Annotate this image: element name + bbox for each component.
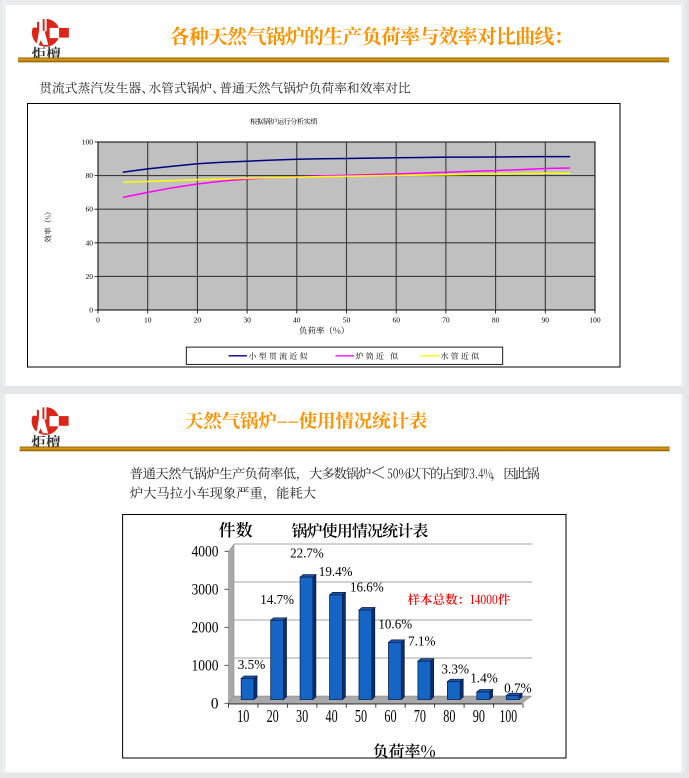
svg-text:0: 0 (96, 315, 100, 324)
svg-text:80: 80 (443, 706, 455, 726)
svg-text:3.3%: 3.3% (441, 663, 469, 678)
svg-text:3.5%: 3.5% (238, 658, 266, 673)
svg-text:50: 50 (355, 706, 367, 726)
svg-text:80: 80 (86, 171, 94, 180)
svg-text:70: 70 (442, 315, 450, 324)
svg-text:1.4%: 1.4% (470, 672, 498, 687)
svg-text:60: 60 (384, 706, 396, 726)
svg-text:100: 100 (499, 706, 517, 726)
svg-text:30: 30 (243, 315, 251, 324)
svg-text:60: 60 (86, 205, 94, 214)
svg-text:10.6%: 10.6% (378, 618, 412, 633)
svg-text:16.6%: 16.6% (350, 580, 384, 595)
svg-text:40: 40 (293, 315, 301, 324)
svg-text:20: 20 (86, 272, 94, 281)
svg-text:100: 100 (589, 315, 601, 324)
svg-text:0: 0 (211, 696, 219, 713)
svg-text:90: 90 (473, 706, 485, 726)
svg-text:7.1%: 7.1% (408, 635, 436, 650)
svg-text:2000: 2000 (192, 620, 219, 637)
svg-text:40: 40 (325, 706, 337, 726)
svg-text:4000: 4000 (192, 544, 219, 561)
svg-text:14.7%: 14.7% (260, 593, 294, 608)
svg-text:20: 20 (194, 315, 202, 324)
svg-text:20: 20 (267, 706, 279, 726)
svg-text:70: 70 (414, 706, 426, 726)
svg-text:60: 60 (392, 315, 400, 324)
svg-text:100: 100 (82, 138, 94, 147)
svg-text:19.4%: 19.4% (319, 565, 353, 580)
svg-text:22.7%: 22.7% (290, 547, 324, 562)
svg-text:10: 10 (237, 706, 249, 726)
svg-text:30: 30 (296, 706, 308, 726)
svg-text:10: 10 (144, 315, 152, 324)
svg-text:80: 80 (492, 315, 500, 324)
svg-text:0.7%: 0.7% (504, 681, 532, 696)
svg-text:40: 40 (86, 238, 94, 247)
svg-text:1000: 1000 (192, 658, 219, 675)
svg-text:50: 50 (343, 315, 351, 324)
svg-text:90: 90 (542, 315, 550, 324)
svg-text:0: 0 (89, 306, 93, 315)
svg-text:3000: 3000 (192, 582, 219, 599)
